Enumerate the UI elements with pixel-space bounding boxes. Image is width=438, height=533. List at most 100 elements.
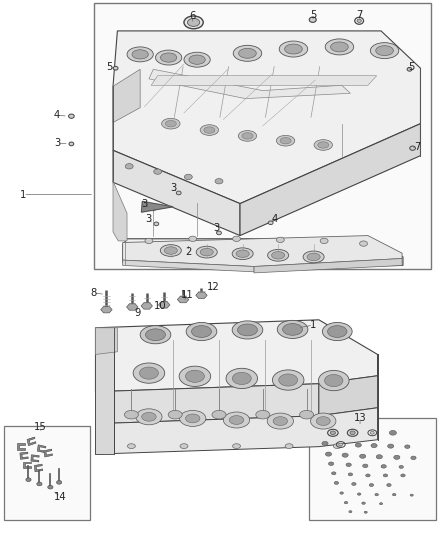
Polygon shape	[95, 384, 319, 424]
Ellipse shape	[352, 482, 356, 486]
Ellipse shape	[273, 417, 287, 425]
Ellipse shape	[276, 237, 284, 243]
Ellipse shape	[268, 249, 289, 261]
Polygon shape	[319, 376, 378, 416]
Ellipse shape	[331, 42, 348, 52]
Ellipse shape	[176, 191, 181, 195]
Text: 9: 9	[134, 308, 140, 318]
Ellipse shape	[154, 222, 159, 226]
Ellipse shape	[226, 368, 258, 389]
Ellipse shape	[376, 46, 393, 55]
Ellipse shape	[268, 221, 273, 225]
Ellipse shape	[164, 247, 177, 254]
Ellipse shape	[279, 374, 298, 386]
Polygon shape	[113, 69, 140, 123]
Text: 4: 4	[272, 214, 278, 223]
Ellipse shape	[363, 464, 368, 467]
Polygon shape	[141, 201, 173, 212]
Ellipse shape	[325, 39, 354, 55]
Ellipse shape	[180, 443, 188, 449]
Ellipse shape	[348, 473, 353, 476]
Ellipse shape	[364, 511, 367, 513]
Ellipse shape	[179, 366, 211, 386]
Ellipse shape	[401, 474, 405, 477]
Ellipse shape	[350, 431, 355, 434]
Polygon shape	[95, 328, 117, 354]
Ellipse shape	[151, 207, 155, 211]
Ellipse shape	[186, 322, 217, 341]
Ellipse shape	[375, 494, 378, 496]
Ellipse shape	[233, 236, 240, 241]
Ellipse shape	[318, 370, 349, 391]
Ellipse shape	[394, 455, 400, 459]
Ellipse shape	[237, 324, 258, 336]
Ellipse shape	[160, 53, 177, 62]
Ellipse shape	[215, 179, 223, 184]
Polygon shape	[44, 449, 53, 457]
Polygon shape	[254, 259, 402, 273]
Text: 3: 3	[54, 138, 60, 148]
Ellipse shape	[362, 502, 365, 504]
Polygon shape	[31, 455, 39, 462]
Ellipse shape	[332, 472, 336, 475]
Ellipse shape	[238, 131, 257, 141]
Ellipse shape	[26, 478, 31, 482]
Ellipse shape	[388, 444, 394, 448]
Ellipse shape	[230, 416, 244, 424]
Polygon shape	[159, 302, 170, 308]
Ellipse shape	[155, 50, 182, 65]
Ellipse shape	[185, 370, 205, 382]
Text: 10: 10	[154, 302, 166, 311]
Text: 15: 15	[34, 423, 47, 432]
Polygon shape	[151, 76, 377, 85]
Polygon shape	[17, 443, 25, 450]
Ellipse shape	[184, 174, 192, 180]
Ellipse shape	[37, 482, 42, 486]
Polygon shape	[123, 239, 403, 268]
Ellipse shape	[200, 125, 219, 135]
Ellipse shape	[189, 55, 205, 64]
Ellipse shape	[339, 443, 343, 446]
Ellipse shape	[233, 45, 261, 61]
Text: 3: 3	[170, 183, 176, 192]
Ellipse shape	[242, 133, 253, 139]
Ellipse shape	[410, 146, 415, 150]
Ellipse shape	[154, 169, 162, 174]
Ellipse shape	[200, 248, 213, 256]
Polygon shape	[113, 181, 127, 241]
Ellipse shape	[370, 43, 399, 59]
Ellipse shape	[328, 462, 334, 465]
Polygon shape	[34, 464, 43, 472]
Ellipse shape	[204, 127, 215, 133]
Ellipse shape	[381, 465, 386, 468]
Ellipse shape	[383, 474, 388, 477]
Ellipse shape	[127, 443, 135, 449]
Ellipse shape	[272, 252, 285, 259]
Ellipse shape	[389, 431, 396, 435]
Text: 3: 3	[145, 214, 151, 223]
Ellipse shape	[347, 429, 358, 437]
Polygon shape	[113, 150, 240, 236]
Text: 1: 1	[310, 320, 316, 330]
Polygon shape	[196, 292, 207, 298]
Text: 2: 2	[185, 247, 191, 256]
Ellipse shape	[307, 253, 320, 261]
Ellipse shape	[387, 483, 391, 487]
Ellipse shape	[145, 329, 166, 341]
Ellipse shape	[140, 326, 171, 344]
Ellipse shape	[113, 66, 118, 70]
Ellipse shape	[300, 410, 314, 419]
Text: 3: 3	[141, 199, 148, 208]
Ellipse shape	[168, 410, 182, 419]
Ellipse shape	[69, 114, 74, 118]
Ellipse shape	[166, 120, 176, 127]
Ellipse shape	[160, 245, 181, 256]
Text: 11: 11	[181, 290, 194, 300]
Ellipse shape	[187, 19, 200, 27]
Ellipse shape	[407, 68, 412, 71]
Ellipse shape	[325, 375, 343, 386]
Ellipse shape	[127, 47, 153, 62]
Text: 7: 7	[356, 10, 362, 20]
Polygon shape	[177, 296, 189, 303]
Ellipse shape	[232, 248, 253, 260]
